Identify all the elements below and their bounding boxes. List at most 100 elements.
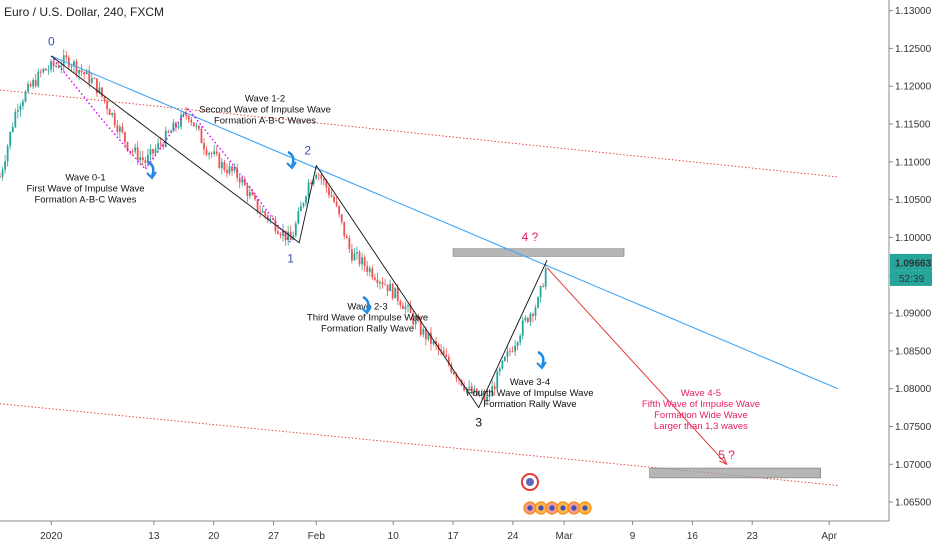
candle-body — [445, 354, 448, 357]
candle-body — [50, 61, 52, 70]
candle-body — [473, 388, 476, 394]
candle-body — [75, 61, 78, 74]
candle-body — [157, 143, 159, 150]
curved-arrow-head-icon — [286, 161, 297, 170]
candle-body — [504, 357, 506, 361]
candle-body — [45, 68, 47, 71]
candle-body — [233, 167, 236, 171]
candle-body — [177, 126, 180, 128]
candle-body — [307, 182, 310, 197]
candle-body — [246, 185, 249, 196]
candle-body — [14, 111, 17, 127]
target-zone-1 — [452, 248, 625, 257]
candle-body — [394, 287, 397, 299]
candle-body — [358, 251, 361, 265]
candle-body — [351, 249, 353, 261]
wave-point-4: 4 ? — [522, 230, 539, 244]
candle-body — [529, 313, 532, 322]
candle-body — [402, 305, 404, 310]
candle-body — [501, 360, 504, 369]
candle-body — [325, 180, 328, 188]
candle-body — [83, 72, 86, 75]
candle-body — [136, 147, 139, 161]
candle-body — [386, 284, 389, 292]
candle-body — [124, 132, 126, 143]
candle-body — [152, 149, 154, 154]
target-zone-2 — [649, 467, 821, 479]
annotation-line: Formation Wide Wave — [654, 410, 748, 421]
wave-point-0: 0 — [48, 34, 55, 48]
y-tick-label: 1.08500 — [895, 346, 932, 357]
x-tick-label: 13 — [148, 531, 160, 542]
wave-lines — [50, 55, 838, 466]
candle-body — [154, 149, 157, 154]
candle-body — [356, 251, 358, 254]
candle-body — [526, 317, 529, 322]
trendline — [51, 55, 838, 390]
candle-body — [126, 142, 129, 151]
curved-arrow-head-icon — [361, 306, 372, 315]
candle-body — [391, 283, 394, 299]
candle-body — [180, 114, 182, 127]
candle-body — [167, 131, 170, 133]
candle-body — [366, 266, 369, 272]
event-icon — [527, 505, 533, 511]
candle-body — [287, 231, 290, 241]
candle-body — [108, 109, 111, 116]
candle-body — [320, 174, 323, 179]
candle-body — [195, 125, 198, 127]
candle-body — [384, 284, 386, 286]
candle-body — [322, 178, 325, 181]
candle-body — [305, 196, 307, 204]
candle-body — [129, 150, 131, 152]
candle-body — [427, 332, 430, 340]
abc-dotted-path — [50, 55, 292, 244]
last-price-label: 1.09663 — [895, 258, 932, 269]
x-tick-label: 20 — [208, 531, 220, 542]
candle-body — [111, 113, 114, 116]
annotation-line: Wave 4-5 — [681, 388, 721, 399]
candle-body — [475, 388, 478, 396]
candle-body — [363, 257, 366, 267]
candle-body — [254, 195, 256, 200]
annotation-line: Wave 0-1 — [65, 173, 105, 184]
candle-body — [32, 80, 35, 87]
annotation-line: Formation A-B-C Waves — [214, 115, 316, 126]
candle-body — [164, 131, 167, 147]
candle-body — [139, 157, 142, 161]
curved-arrow-head-icon — [536, 361, 547, 370]
target-zones — [452, 248, 821, 479]
curved-arrow-icon — [362, 295, 370, 312]
candle-body — [55, 65, 57, 67]
candle-body — [544, 268, 547, 287]
curved-arrow-head-icon — [146, 171, 157, 180]
candle-body — [440, 349, 443, 351]
wave-annotation: Wave 1-2 Second Wave of Impulse Wave Forma… — [199, 93, 331, 126]
candle-body — [67, 57, 70, 67]
candle-body — [396, 287, 399, 302]
candle-body — [516, 342, 519, 346]
candle-body — [419, 320, 422, 335]
event-icons[interactable] — [520, 473, 592, 515]
candle-body — [65, 55, 68, 58]
candle-body — [57, 65, 60, 68]
candle-body — [493, 386, 496, 390]
candle-body — [16, 110, 19, 112]
annotation-line: Wave 3-4 — [510, 377, 550, 388]
candle-body — [463, 385, 465, 390]
candle-body — [118, 126, 121, 132]
candle-body — [345, 236, 348, 239]
candle-body — [330, 195, 333, 197]
candle-body — [251, 192, 254, 196]
wave-point-5: 5 ? — [718, 448, 735, 462]
candle-body — [511, 351, 514, 353]
candle-body — [238, 177, 241, 183]
candle-body — [73, 61, 75, 67]
candle-body — [9, 131, 12, 147]
candle-body — [11, 126, 14, 132]
candle-body — [6, 146, 9, 162]
candle-body — [203, 143, 205, 150]
y-tick-label: 1.07500 — [895, 422, 932, 433]
